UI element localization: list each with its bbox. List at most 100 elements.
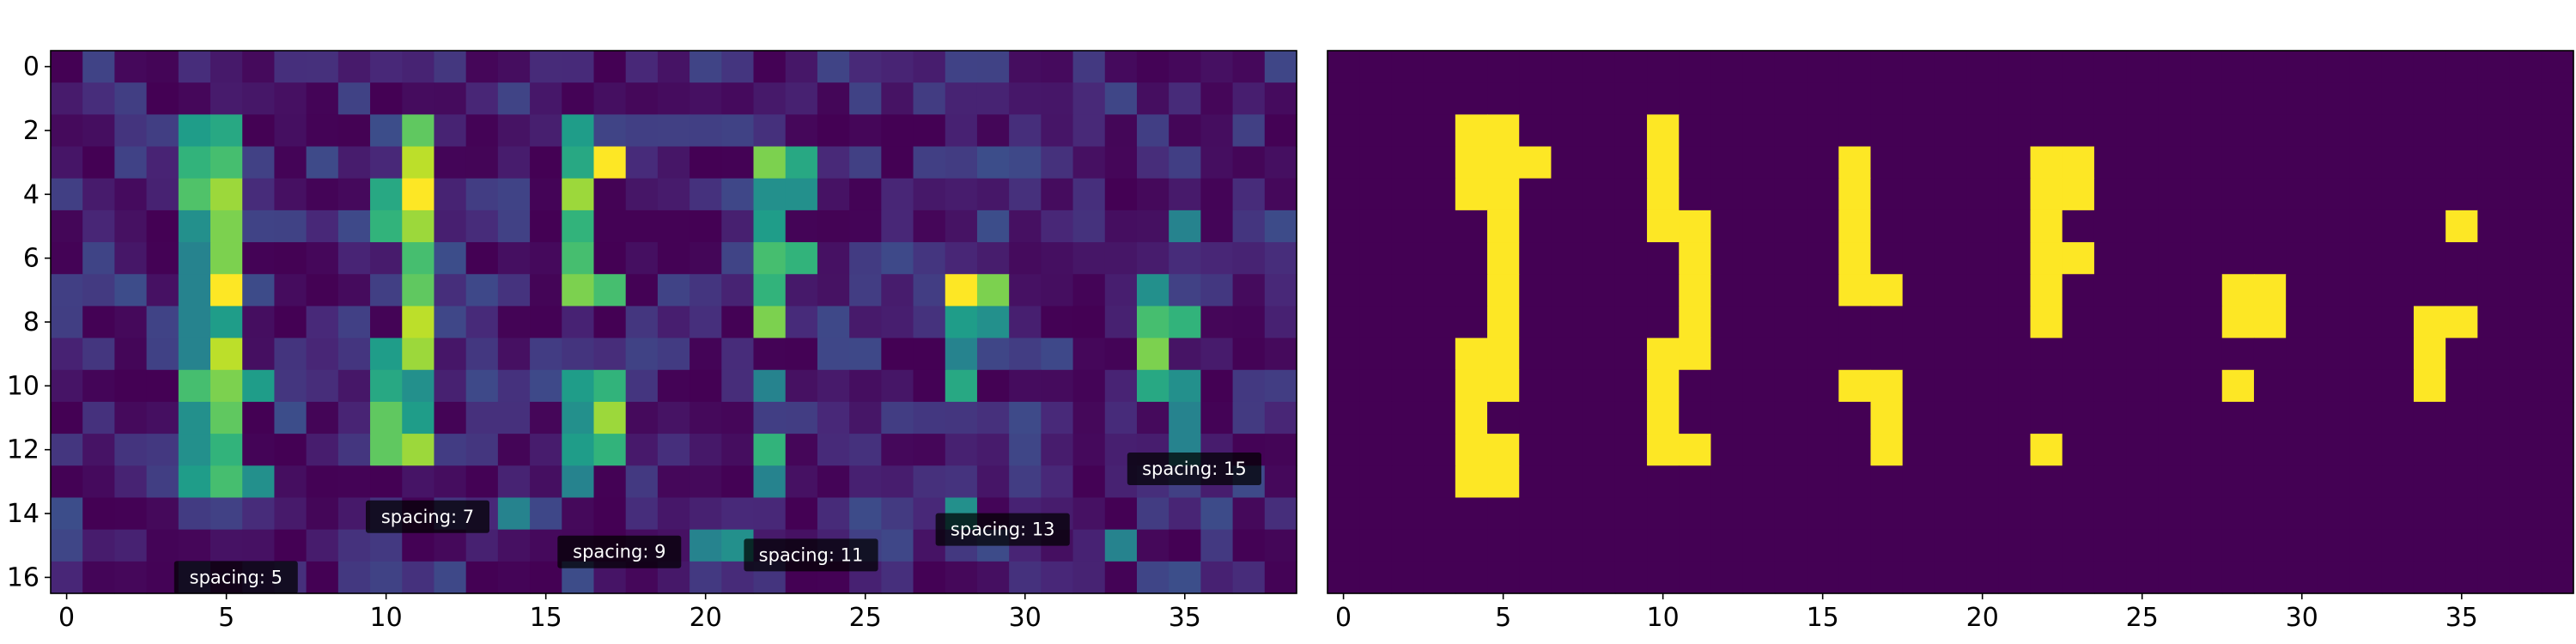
heatmap-cell [785,51,818,83]
heatmap-cell [1774,114,1807,148]
heatmap-cell [2221,306,2255,339]
heatmap-cell [881,306,914,339]
heatmap-cell [1710,401,1744,434]
heatmap-cell [114,465,148,499]
heatmap-cell [1264,529,1297,562]
heatmap-cell [434,51,467,83]
heatmap-cell [402,242,435,275]
heatmap-cell [2477,306,2511,339]
heatmap-cell [753,82,787,115]
heatmap-cell [913,434,946,466]
heatmap-cell [562,82,595,115]
heatmap-cell [1359,82,1393,115]
heatmap-cell [1966,369,1999,403]
heatmap-cell [785,401,818,434]
heatmap-cell [2509,337,2543,371]
heatmap-cell [2381,497,2415,531]
heatmap-cell [114,242,148,275]
heatmap-cell [306,242,339,275]
heatmap-cell [1200,51,1234,83]
heatmap-cell [2349,434,2383,466]
heatmap-cell [1679,242,1712,275]
heatmap-cell [1232,146,1266,179]
heatmap-cell [1551,114,1584,148]
heatmap-cell [721,369,755,403]
heatmap-cell [1136,529,1170,562]
heatmap-cell [337,465,371,499]
heatmap-cell [1072,242,1106,275]
heatmap-cell [1998,114,2032,148]
y-tick-label: 12 [7,435,39,465]
heatmap-cell [1902,51,1935,83]
heatmap-cell [210,369,243,403]
heatmap-cell [913,369,946,403]
heatmap-cell [51,337,83,371]
heatmap-cell [1838,82,1872,115]
heatmap-cell [1807,114,1839,148]
heatmap-cell [1966,242,1999,275]
heatmap-cell [2253,146,2287,179]
heatmap-cell [1934,210,1967,243]
heatmap-cell [881,497,914,531]
heatmap-cell [2221,465,2255,499]
heatmap-cell [1327,242,1360,275]
heatmap-cell [2190,434,2223,466]
heatmap-cell [2158,306,2191,339]
heatmap-cell [1359,434,1393,466]
heatmap-cell [370,51,403,83]
heatmap-cell [1870,82,1904,115]
heatmap-cell [657,369,690,403]
heatmap-cell [1487,274,1520,307]
heatmap-cell [1359,146,1393,179]
heatmap-cell [2445,306,2478,339]
heatmap-cell [945,178,978,211]
heatmap-cell [721,242,755,275]
heatmap-cell [1519,369,1552,403]
heatmap-cell [2126,529,2159,562]
heatmap-cell [497,178,531,211]
heatmap-cell [593,210,627,243]
heatmap-cell [1774,465,1807,499]
heatmap-cell [210,242,243,275]
heatmap-cell [1934,274,1967,307]
heatmap-cell [2221,337,2255,371]
heatmap-cell [114,369,148,403]
heatmap-cell [2541,529,2574,562]
heatmap-cell [2030,210,2063,243]
binary-heatmap-panel: 0 5 10 15 20 25 30 35 [1327,50,2574,633]
heatmap-cell [146,114,179,148]
heatmap-cell [1870,306,1904,339]
heatmap-cell [625,306,659,339]
heatmap-cell [1072,146,1106,179]
heatmap-cell [274,497,307,531]
heatmap-cell [1072,306,1106,339]
heatmap-cell [1679,274,1712,307]
heatmap-cell [1136,210,1170,243]
heatmap-cell [2318,434,2351,466]
heatmap-cell [753,178,787,211]
heatmap-cell [881,82,914,115]
heatmap-cell [146,210,179,243]
heatmap-cell [1742,465,1776,499]
heatmap-cell [242,529,276,562]
heatmap-cell [1807,337,1839,371]
heatmap-cell [1647,242,1680,275]
heatmap-cell [945,242,978,275]
heatmap-cell [1487,465,1520,499]
heatmap-cell [1327,210,1360,243]
heatmap-cell [1136,369,1170,403]
heatmap-cell [785,306,818,339]
heatmap-cell [1998,465,2032,499]
heatmap-cell [721,114,755,148]
heatmap-cell [274,210,307,243]
heatmap-cell [434,82,467,115]
heatmap-cell [2445,210,2478,243]
heatmap-cell [274,529,307,562]
heatmap-cell [785,114,818,148]
heatmap-cell [2190,337,2223,371]
heatmap-cell [1359,369,1393,403]
heatmap-cell [2221,369,2255,403]
heatmap-cell [2381,369,2415,403]
heatmap-cell [1104,529,1138,562]
